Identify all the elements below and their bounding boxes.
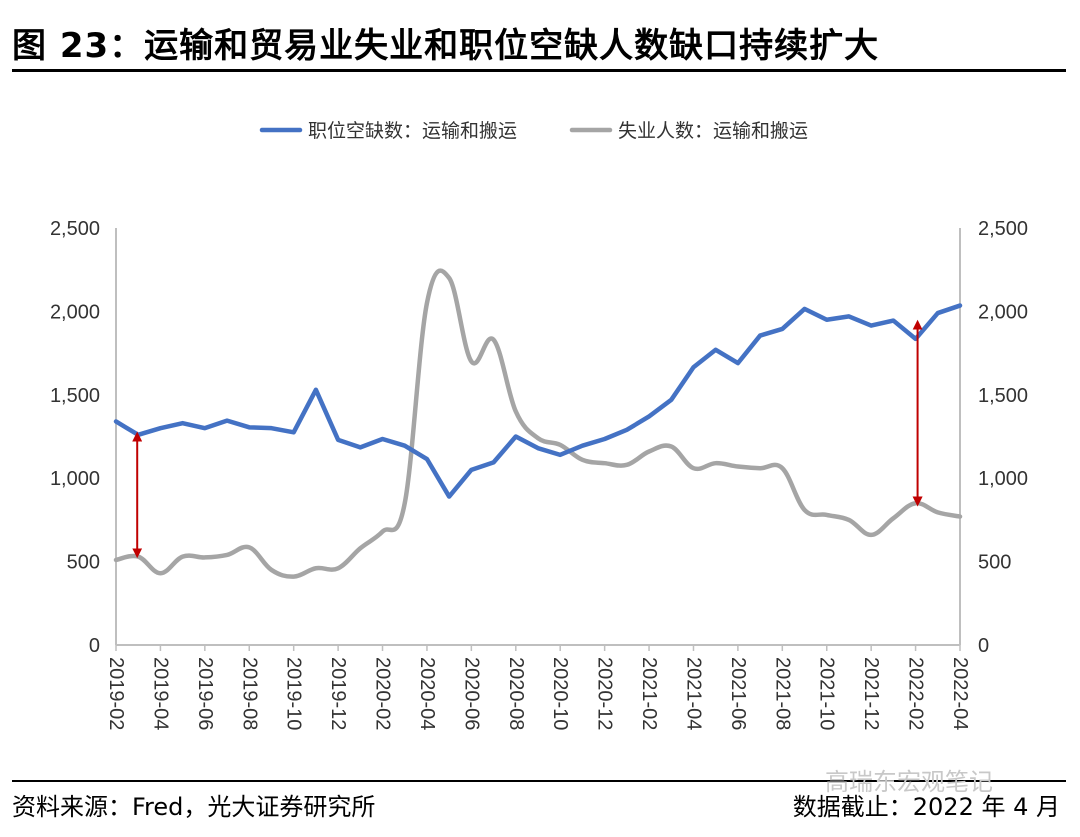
y-tick-label-left: 0 bbox=[89, 635, 100, 657]
x-tick-label: 2020-04 bbox=[416, 657, 438, 730]
x-tick-label: 2019-04 bbox=[149, 657, 171, 730]
source-note: 资料来源：Fred，光大证券研究所 bbox=[12, 793, 376, 821]
legend-label-job-openings: 职位空缺数：运输和搬运 bbox=[308, 120, 517, 142]
x-tick-label: 2021-06 bbox=[727, 657, 749, 730]
chart-annotations bbox=[132, 319, 923, 559]
y-tick-label-left: 2,500 bbox=[50, 218, 100, 240]
y-tick-label-left: 2,000 bbox=[50, 301, 100, 323]
series-line-job-openings bbox=[113, 303, 963, 499]
footer-rule bbox=[12, 780, 1066, 782]
x-tick-label: 2020-06 bbox=[460, 657, 482, 730]
x-tick-label: 2021-04 bbox=[682, 657, 704, 730]
data-cutoff-note: 数据截止：2022 年 4 月 bbox=[792, 793, 1060, 821]
x-tick-label: 2019-08 bbox=[238, 657, 260, 730]
legend-label-unemployed: 失业人数：运输和搬运 bbox=[618, 120, 808, 142]
y-tick-label-left: 1,500 bbox=[50, 385, 100, 407]
chart-axes: 0 0 500 500 1,000 1,000 1,500 1,500 2,000 2,000 2,… bbox=[50, 218, 1028, 730]
figure-title: 图 23：运输和贸易业失业和职位空缺人数缺口持续扩大 bbox=[12, 26, 880, 66]
x-tick-label: 2020-10 bbox=[549, 657, 571, 730]
x-tick-label: 2019-06 bbox=[194, 657, 216, 730]
x-tick-label: 2019-10 bbox=[283, 657, 305, 730]
x-tick-label: 2021-12 bbox=[860, 657, 882, 730]
chart-lines bbox=[113, 268, 963, 579]
chart-legend: 职位空缺数：运输和搬运 失业人数：运输和搬运 bbox=[259, 120, 808, 142]
watermark-text: 高瑞东宏观笔记 bbox=[825, 768, 993, 796]
x-tick-label: 2019-02 bbox=[105, 657, 127, 730]
y-tick-label-right: 0 bbox=[978, 635, 989, 657]
series-line-unemployed bbox=[113, 268, 963, 579]
x-tick-label: 2020-08 bbox=[505, 657, 527, 730]
y-tick-label-right: 2,500 bbox=[978, 218, 1028, 240]
title-rule bbox=[12, 69, 1066, 72]
x-tick-label: 2022-04 bbox=[949, 657, 971, 730]
x-tick-label: 2021-10 bbox=[816, 657, 838, 730]
x-tick-label: 2021-02 bbox=[638, 657, 660, 730]
y-tick-label-left: 500 bbox=[67, 552, 100, 574]
y-tick-label-right: 500 bbox=[978, 552, 1011, 574]
y-tick-label-left: 1,000 bbox=[50, 468, 100, 490]
x-tick-label: 2021-08 bbox=[771, 657, 793, 730]
x-tick-label: 2020-02 bbox=[372, 657, 394, 730]
x-tick-label: 2019-12 bbox=[327, 657, 349, 730]
x-tick-label: 2020-12 bbox=[594, 657, 616, 730]
x-tick-label: 2022-02 bbox=[905, 657, 927, 730]
y-tick-label-right: 2,000 bbox=[978, 301, 1028, 323]
y-tick-label-right: 1,000 bbox=[978, 468, 1028, 490]
y-tick-label-right: 1,500 bbox=[978, 385, 1028, 407]
